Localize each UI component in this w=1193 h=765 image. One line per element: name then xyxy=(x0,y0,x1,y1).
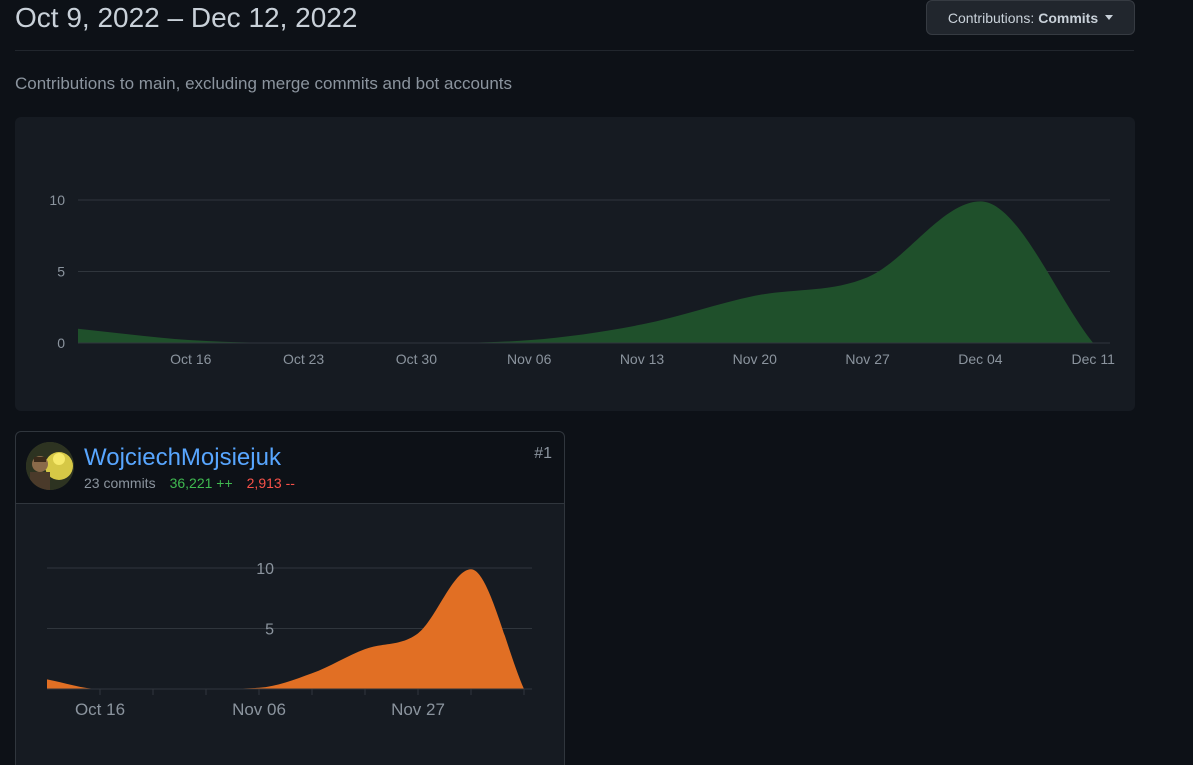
y-tick-label: 5 xyxy=(57,264,65,280)
x-tick-label: Nov 13 xyxy=(620,351,665,367)
date-range-title: Oct 9, 2022 – Dec 12, 2022 xyxy=(15,2,358,33)
contributor-rank: #1 xyxy=(534,445,552,462)
contributor-commits-chart: 5 10 Oct 16 Nov 06 Nov 27 xyxy=(47,561,532,719)
deletions-count: 2,913 -- xyxy=(246,475,295,491)
x-tick-label: Oct 16 xyxy=(170,351,211,367)
series-area xyxy=(78,201,1094,343)
commits-over-time-chart: 0 5 10 Oct 16 Oct 23 Oct 30 Nov 06 Nov 13 Nov 20… xyxy=(49,192,1116,367)
x-tick-label: Nov 06 xyxy=(507,351,552,367)
additions-count: 36,221 ++ xyxy=(169,475,233,491)
filter-label: Contributions: xyxy=(947,9,1035,26)
y-tick-label: 10 xyxy=(49,192,65,208)
y-tick-label: 10 xyxy=(256,561,274,578)
x-tick-label: Nov 27 xyxy=(391,700,445,719)
x-tick-label: Nov 06 xyxy=(232,700,286,719)
contributor-stats: 23 commits 36,221 ++ 2,913 -- xyxy=(84,475,295,491)
contributor-name-link[interactable]: WojciechMojsiejuk xyxy=(84,444,281,471)
x-tick-label: Nov 20 xyxy=(733,351,778,367)
y-tick-label: 0 xyxy=(57,335,65,351)
commit-count: 23 commits xyxy=(84,475,156,491)
x-tick-label: Nov 27 xyxy=(845,351,890,367)
x-tick-label: Dec 11 xyxy=(1072,351,1116,367)
contributor-chart-panel: 5 10 Oct 16 Nov 06 Nov 27 xyxy=(16,504,564,765)
user-avatar-icon[interactable] xyxy=(26,442,74,490)
caret-down-icon xyxy=(1105,15,1114,20)
contributor-header: WojciechMojsiejuk 23 commits 36,221 ++ 2,9… xyxy=(16,432,564,504)
y-tick-label: 5 xyxy=(265,622,274,639)
contributor-card: WojciechMojsiejuk 23 commits 36,221 ++ 2,9… xyxy=(15,431,565,765)
main-chart-panel: 0 5 10 Oct 16 Oct 23 Oct 30 Nov 06 Nov 13 Nov 20… xyxy=(15,117,1135,411)
series-area xyxy=(47,569,524,689)
x-tick-label: Oct 16 xyxy=(75,700,125,719)
page-subtitle: Contributions to main, excluding merge c… xyxy=(15,74,513,93)
contributions-filter-button[interactable]: Contributions: Commits xyxy=(926,0,1135,35)
x-tick-label: Dec 04 xyxy=(958,351,1003,367)
header-divider xyxy=(15,50,1134,51)
x-tick-label: Oct 30 xyxy=(396,351,437,367)
filter-value: Commits xyxy=(1038,9,1099,26)
x-tick-label: Oct 23 xyxy=(283,351,324,367)
